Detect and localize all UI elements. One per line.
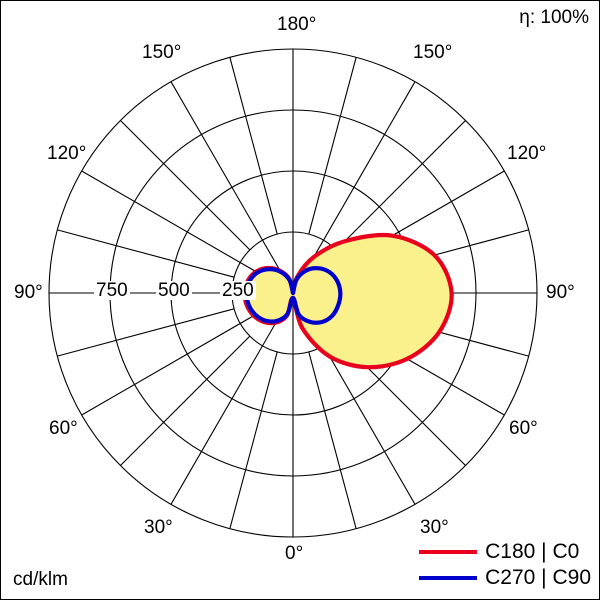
distribution-fill-0: [244, 235, 452, 368]
angle-label-120-left: 120°: [47, 143, 87, 164]
angle-label-0: 0°: [285, 543, 304, 564]
grid-spoke-330: [170, 292, 294, 505]
distribution-curve-1: [244, 266, 343, 325]
angle-label-150-left: 150°: [142, 42, 182, 63]
angle-label-30-right: 30°: [420, 517, 449, 538]
grid-spoke-165: [308, 57, 357, 235]
grid-spoke-135: [335, 120, 466, 251]
efficiency-label: η: 100%: [519, 7, 589, 28]
legend-item-c180-c0: C180 | C0: [419, 539, 591, 565]
legend-label-c180-c0: C180 | C0: [485, 540, 580, 563]
distribution-curves: [242, 232, 454, 370]
legend-label-c270-c90: C270 | C90: [485, 566, 591, 589]
grid-spoke-255: [57, 229, 235, 278]
radial-label-500: 500: [156, 280, 192, 301]
radial-label-250: 250: [220, 280, 256, 301]
grid-spoke-15: [308, 351, 357, 529]
grid-spoke-210: [170, 81, 294, 294]
grid-spoke-315: [120, 335, 251, 466]
grid-spoke-285: [57, 308, 235, 357]
distribution-fill-1: [246, 268, 341, 323]
angle-label-180: 180°: [277, 14, 317, 35]
angle-label-90-right: 90°: [546, 282, 575, 303]
grid-spoke-225: [120, 120, 251, 251]
angle-label-60-left: 60°: [49, 418, 78, 439]
unit-label: cd/klm: [13, 569, 68, 590]
angle-label-90-left: 90°: [14, 282, 43, 303]
angle-label-30-left: 30°: [144, 517, 173, 538]
legend-swatch-c180-c0: [419, 550, 478, 554]
legend-swatch-c270-c90: [419, 576, 478, 580]
angle-label-120-right: 120°: [507, 143, 547, 164]
grid-spoke-195: [229, 57, 278, 235]
angle-label-60-right: 60°: [509, 418, 538, 439]
distribution-fills: [244, 235, 452, 368]
radial-label-750: 750: [94, 280, 130, 301]
legend: C180 | C0 C270 | C90: [419, 539, 591, 591]
legend-item-c270-c90: C270 | C90: [419, 565, 591, 591]
angle-label-150-right: 150°: [413, 42, 453, 63]
grid-spoke-345: [229, 351, 278, 529]
